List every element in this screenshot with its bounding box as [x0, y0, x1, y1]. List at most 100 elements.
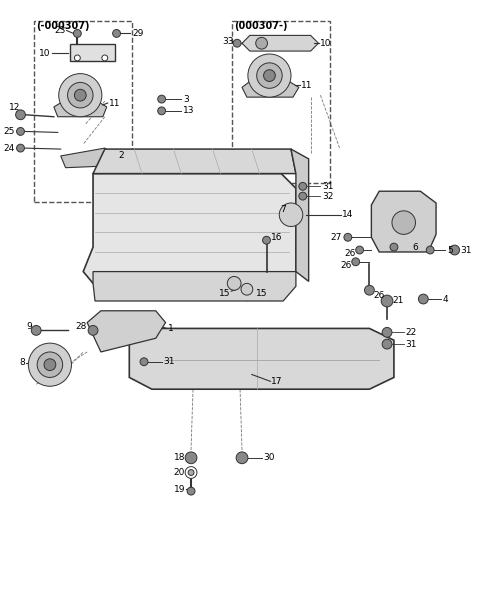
Polygon shape — [93, 149, 296, 174]
Text: 33: 33 — [223, 37, 234, 46]
Circle shape — [279, 203, 303, 227]
Text: 10: 10 — [321, 38, 332, 47]
Circle shape — [158, 95, 166, 103]
Circle shape — [17, 127, 24, 135]
Polygon shape — [372, 191, 436, 252]
Circle shape — [102, 55, 108, 61]
Text: 12: 12 — [9, 103, 20, 112]
Circle shape — [299, 192, 307, 200]
Text: 1: 1 — [168, 324, 173, 333]
Text: 22: 22 — [406, 328, 417, 337]
Circle shape — [17, 144, 24, 152]
Polygon shape — [83, 174, 296, 283]
Polygon shape — [54, 101, 107, 117]
Text: 9: 9 — [26, 322, 32, 331]
Circle shape — [382, 339, 392, 349]
Circle shape — [188, 469, 194, 475]
Polygon shape — [242, 35, 318, 51]
Circle shape — [228, 276, 241, 290]
Polygon shape — [87, 311, 166, 352]
Text: 7: 7 — [280, 206, 286, 215]
Text: 31: 31 — [461, 246, 472, 255]
Text: 3: 3 — [183, 94, 189, 103]
Text: 18: 18 — [174, 453, 185, 462]
Circle shape — [264, 70, 276, 82]
Circle shape — [256, 37, 267, 49]
Circle shape — [187, 487, 195, 495]
Circle shape — [73, 29, 81, 37]
Circle shape — [392, 211, 416, 234]
Polygon shape — [129, 328, 394, 389]
Polygon shape — [291, 149, 309, 281]
Text: 11: 11 — [301, 81, 312, 90]
Circle shape — [419, 294, 428, 304]
Text: 16: 16 — [271, 233, 283, 242]
Text: 5: 5 — [447, 246, 453, 255]
Text: 24: 24 — [3, 144, 14, 153]
Circle shape — [356, 246, 363, 254]
Circle shape — [44, 359, 56, 371]
Circle shape — [236, 452, 248, 464]
Circle shape — [352, 258, 360, 266]
Text: 6: 6 — [412, 243, 418, 252]
Circle shape — [88, 326, 98, 335]
Text: 26: 26 — [340, 261, 352, 270]
Circle shape — [257, 63, 282, 88]
Circle shape — [59, 73, 102, 117]
Text: 21: 21 — [392, 296, 403, 305]
Circle shape — [16, 110, 25, 120]
Text: 31: 31 — [164, 357, 175, 366]
Circle shape — [68, 82, 93, 108]
Text: 19: 19 — [174, 484, 185, 493]
Text: 15: 15 — [256, 288, 267, 297]
Circle shape — [344, 233, 352, 241]
Text: 30: 30 — [264, 453, 275, 462]
Text: 14: 14 — [342, 210, 353, 219]
Text: 10: 10 — [39, 49, 51, 58]
Text: 27: 27 — [331, 233, 342, 242]
Circle shape — [113, 29, 120, 37]
Circle shape — [28, 343, 72, 386]
Text: 4: 4 — [443, 294, 448, 304]
Text: 32: 32 — [323, 192, 334, 201]
Polygon shape — [71, 44, 115, 61]
Text: 11: 11 — [108, 99, 120, 108]
Circle shape — [158, 107, 166, 115]
Text: 8: 8 — [20, 358, 25, 367]
Polygon shape — [93, 272, 296, 301]
Text: 17: 17 — [271, 377, 283, 386]
Circle shape — [37, 352, 63, 377]
Text: 31: 31 — [406, 340, 417, 349]
Circle shape — [364, 285, 374, 295]
Polygon shape — [242, 82, 299, 97]
Text: 29: 29 — [132, 29, 144, 38]
Text: 26: 26 — [373, 291, 384, 300]
Text: (-000307): (-000307) — [36, 20, 90, 31]
Text: 28: 28 — [76, 322, 87, 331]
Circle shape — [140, 358, 148, 365]
Circle shape — [382, 328, 392, 337]
Circle shape — [299, 182, 307, 191]
Circle shape — [74, 55, 80, 61]
Circle shape — [31, 326, 41, 335]
Text: 31: 31 — [323, 182, 334, 191]
Circle shape — [185, 452, 197, 464]
Text: 15: 15 — [219, 288, 230, 297]
Circle shape — [450, 245, 459, 255]
Circle shape — [233, 39, 241, 47]
Text: (000307-): (000307-) — [234, 20, 288, 31]
Text: 13: 13 — [183, 106, 195, 115]
Circle shape — [241, 283, 253, 295]
Text: 26: 26 — [344, 249, 356, 258]
Circle shape — [381, 295, 393, 307]
Circle shape — [263, 236, 270, 244]
Text: 20: 20 — [174, 468, 185, 477]
Circle shape — [426, 246, 434, 254]
Text: 23: 23 — [54, 26, 66, 35]
Circle shape — [390, 243, 398, 251]
Circle shape — [248, 54, 291, 97]
Circle shape — [74, 90, 86, 101]
Text: 2: 2 — [119, 151, 124, 160]
Polygon shape — [60, 148, 117, 168]
Text: 25: 25 — [3, 127, 14, 136]
